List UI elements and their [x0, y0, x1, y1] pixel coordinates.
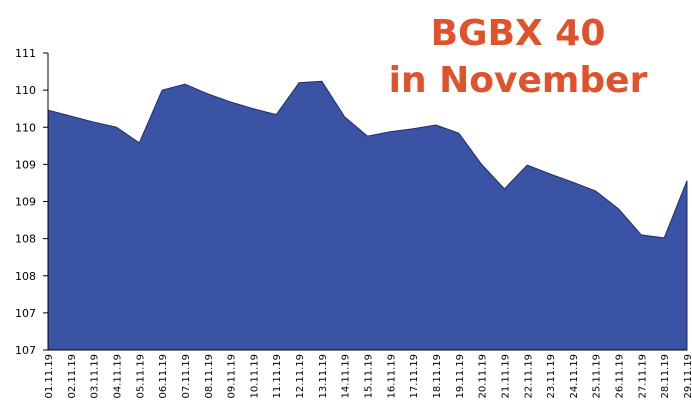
y-tick-label: 107: [15, 344, 36, 357]
x-tick-label: 12.11.19: [295, 354, 306, 399]
y-tick-label: 108: [15, 233, 36, 246]
chart-title: in November: [389, 60, 648, 101]
x-tick-label: 15.11.19: [364, 354, 375, 399]
y-tick-label: 107: [15, 307, 36, 320]
x-tick-label: 13.11.19: [318, 354, 329, 399]
x-tick-label: 03.11.19: [90, 354, 101, 399]
x-tick-label: 19.11.19: [455, 354, 466, 399]
x-tick-label: 25.11.19: [592, 354, 603, 399]
x-tick-label: 28.11.19: [660, 354, 671, 399]
y-tick-label: 109: [15, 196, 36, 209]
x-tick-label: 18.11.19: [432, 354, 443, 399]
x-tick-label: 26.11.19: [615, 354, 626, 399]
x-tick-label: 27.11.19: [637, 354, 648, 399]
x-tick-label: 20.11.19: [478, 354, 489, 399]
x-tick-label: 04.11.19: [112, 354, 123, 399]
x-tick-label: 06.11.19: [158, 354, 169, 399]
y-tick-label: 111: [15, 47, 36, 60]
chart-title: BGBX 40: [431, 13, 606, 54]
x-tick-label: 22.11.19: [523, 354, 534, 399]
x-tick-label: 09.11.19: [227, 354, 238, 399]
x-tick-label: 11.11.19: [272, 354, 283, 399]
y-tick-label: 110: [15, 121, 36, 134]
x-tick-label: 21.11.19: [500, 354, 511, 399]
area: [47, 80, 688, 351]
x-tick-label: 02.11.19: [67, 354, 78, 399]
x-tick-label: 10.11.19: [249, 354, 260, 399]
x-tick-label: 16.11.19: [386, 354, 397, 399]
x-tick-label: 17.11.19: [409, 354, 420, 399]
y-tick-label: 109: [15, 158, 36, 171]
x-tick-label: 01.11.19: [44, 354, 55, 399]
x-tick-label: 14.11.19: [341, 354, 352, 399]
x-tick-label: 24.11.19: [569, 354, 580, 399]
x-tick-label: 23.11.19: [546, 354, 557, 399]
x-tick-label: 29.11.19: [683, 354, 692, 399]
x-tick-label: 08.11.19: [204, 354, 215, 399]
y-tick-label: 108: [15, 270, 36, 283]
x-tick-label: 07.11.19: [181, 354, 192, 399]
x-tick-label: 05.11.19: [135, 354, 146, 399]
y-tick-label: 110: [15, 84, 36, 97]
